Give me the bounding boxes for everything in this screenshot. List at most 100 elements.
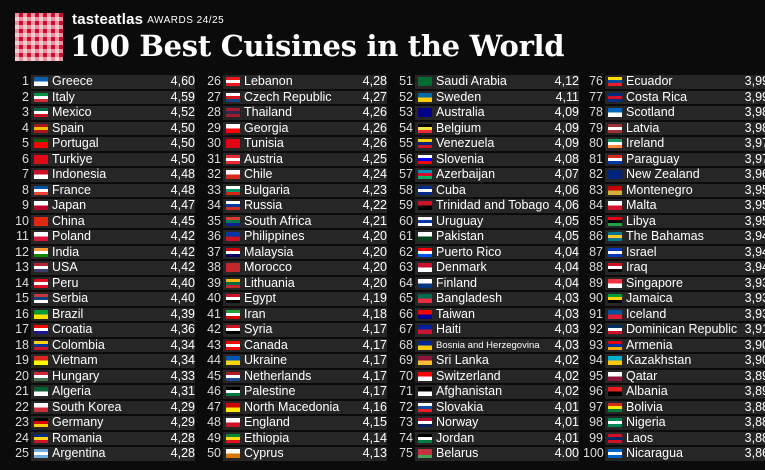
cuisine-name: Trinidad and Tobago (436, 198, 550, 212)
ranking-row: 57 Azerbaijan 4,07 (393, 167, 579, 183)
cuisine-score: 4,20 (362, 260, 387, 274)
ranking-row: 97 Bolivia 3,88 (583, 400, 765, 416)
cuisine-score: 3,94 (744, 260, 765, 274)
ranking-row: 98 Nigeria 3,88 (583, 415, 765, 431)
ranking-row: 61 Pakistan 4,05 (393, 229, 579, 245)
ranking-row: 51 Saudi Arabia 4,12 (393, 74, 579, 90)
ranking-row: 20 Hungary 4,33 (9, 369, 195, 385)
flag-icon (34, 309, 48, 319)
cuisine-name: Turkiye (52, 151, 93, 166)
ranking-row: 35 South Africa 4,21 (201, 214, 387, 230)
cuisine-score: 4,28 (170, 430, 195, 445)
row-background (223, 121, 387, 135)
cuisine-score: 4,40 (170, 291, 195, 305)
cuisine-name: Czech Republic (244, 89, 332, 104)
rank-number: 17 (15, 322, 29, 336)
row-background (223, 416, 387, 430)
cuisine-name: Germany (52, 415, 104, 429)
ranking-row: 54 Belgium 4,09 (393, 121, 579, 137)
cuisine-name: Ethiopia (244, 430, 290, 445)
row-background (31, 75, 195, 89)
ranking-row: 66 Taiwan 4,03 (393, 307, 579, 323)
tasteatlas-logo-icon (15, 13, 63, 61)
row-background (31, 307, 195, 321)
ranking-column-4: 76 Ecuador 3,99 77 Costa Rica 3,99 78 Scotland 3… (583, 74, 765, 462)
cuisine-name: Libya (626, 213, 656, 228)
flag-icon (418, 216, 432, 226)
rank-number: 48 (207, 415, 221, 429)
row-background (223, 447, 387, 461)
flag-icon (226, 387, 240, 396)
ranking-row: 33 Bulgaria 4,23 (201, 183, 387, 199)
row-background (223, 106, 387, 120)
cuisine-name: Bulgaria (244, 182, 290, 197)
rank-number: 75 (399, 446, 413, 460)
flag-icon (226, 402, 240, 412)
ranking-row: 87 Israel 3,94 (583, 245, 765, 261)
cuisine-score: 4,01 (554, 399, 579, 414)
cuisine-score: 4,48 (170, 182, 195, 197)
rank-number: 36 (207, 229, 221, 243)
row-background (415, 121, 579, 135)
row-background (605, 400, 765, 414)
row-background (223, 292, 387, 306)
row-background (605, 137, 765, 151)
ranking-row: 84 Malta 3,95 (583, 198, 765, 214)
row-background (31, 385, 195, 399)
cuisine-name: Singapore (626, 275, 683, 290)
row-background (31, 106, 195, 120)
row-background (415, 431, 579, 445)
brand: tasteatlas AWARDS 24/25 (72, 11, 224, 28)
flag-icon (608, 201, 622, 210)
cuisine-score: 4,42 (170, 229, 195, 243)
row-background (605, 307, 765, 321)
cuisine-score: 4,17 (362, 322, 387, 336)
cuisine-score: 4,33 (170, 368, 195, 383)
ranking-row: 49 Ethiopia 4,14 (201, 431, 387, 447)
cuisine-score: 4,02 (554, 353, 579, 367)
cuisine-score: 4,07 (554, 167, 579, 181)
row-background (31, 400, 195, 414)
rank-number: 11 (16, 229, 29, 243)
cuisine-name: Taiwan (436, 306, 475, 321)
cuisine-score: 3,88 (744, 399, 765, 414)
flag-icon (608, 216, 622, 226)
rank-number: 31 (207, 151, 221, 166)
cuisine-score: 4,08 (554, 151, 579, 166)
flag-icon (34, 201, 48, 210)
cuisine-name: Lebanon (244, 74, 293, 88)
flag-icon (418, 325, 432, 334)
row-background (605, 431, 765, 445)
rank-number: 63 (399, 260, 413, 274)
ranking-column-2: 26 Lebanon 4,28 27 Czech Republic 4,27 28 Thail… (201, 74, 387, 462)
rank-number: 73 (399, 415, 413, 429)
row-background (605, 261, 765, 275)
flag-icon (608, 371, 622, 381)
ranking-row: 68 Bosnia and Herzegovina 4,03 (393, 338, 579, 354)
cuisine-name: Israel (626, 244, 657, 259)
rank-number: 79 (589, 120, 603, 135)
ranking-row: 77 Costa Rica 3,99 (583, 90, 765, 106)
cuisine-score: 4,39 (170, 306, 195, 321)
cuisine-name: Albania (626, 384, 668, 398)
flag-icon (34, 371, 48, 381)
cuisine-score: 3,90 (744, 337, 765, 352)
rank-number: 93 (589, 337, 603, 352)
row-background (415, 90, 579, 104)
flag-icon (608, 433, 622, 443)
rank-number: 1 (22, 74, 29, 88)
rank-number: 13 (15, 260, 29, 274)
ranking-row: 92 Dominican Republic 3,91 (583, 322, 765, 338)
ranking-row: 96 Albania 3,89 (583, 384, 765, 400)
flag-icon (226, 340, 240, 350)
cuisine-name: Malta (626, 198, 657, 212)
flag-icon (608, 294, 622, 303)
row-background (415, 230, 579, 244)
row-background (415, 369, 579, 383)
cuisine-name: Bolivia (626, 399, 663, 414)
row-background (415, 137, 579, 151)
rank-number: 45 (207, 368, 221, 383)
rank-number: 22 (15, 399, 29, 414)
cuisine-score: 4,18 (362, 306, 387, 321)
ranking-row: 56 Slovenia 4,08 (393, 152, 579, 168)
